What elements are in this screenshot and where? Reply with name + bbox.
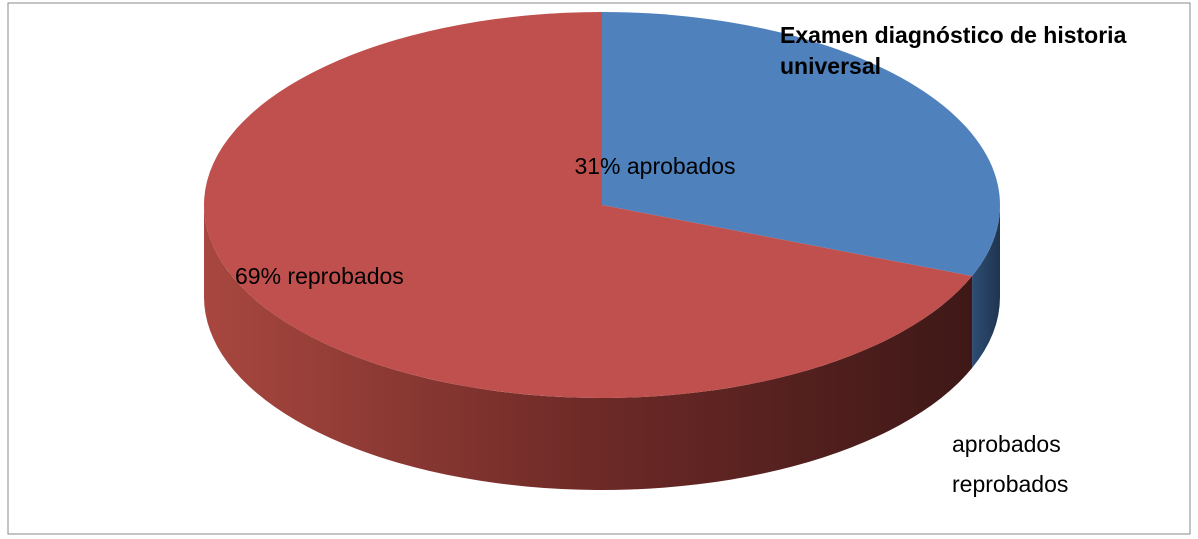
slice xyxy=(203,12,973,398)
data-label: 69% reprobados xyxy=(235,263,404,289)
slice-side xyxy=(203,205,973,490)
slice xyxy=(602,12,1001,277)
legend-entry: reprobados xyxy=(952,471,1068,497)
chart-title: Examen diagnóstico de historia universal xyxy=(780,22,1127,79)
data-label: 31% aprobados xyxy=(574,153,735,179)
slice-side xyxy=(972,205,1000,369)
chart-border xyxy=(7,2,1191,535)
legend-entry: aprobados xyxy=(952,431,1061,457)
